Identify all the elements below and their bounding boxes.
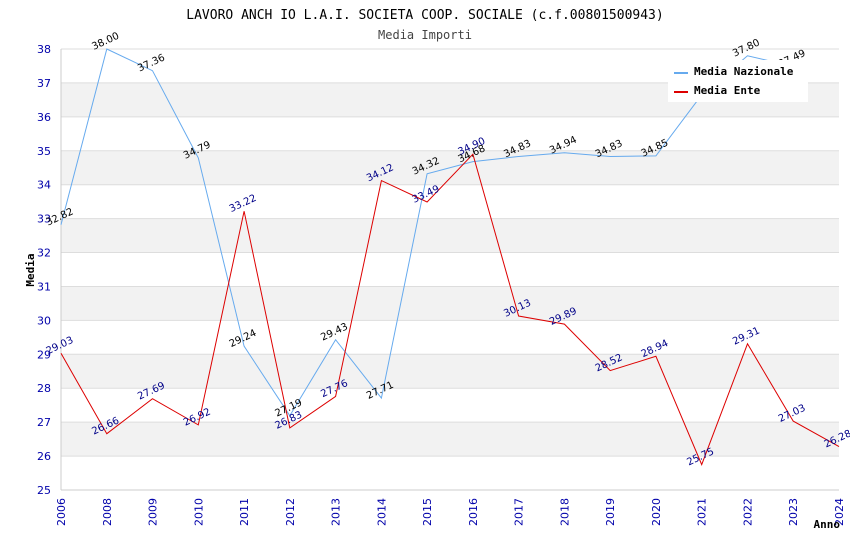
chart-subtitle: Media Importi — [378, 28, 472, 42]
x-tick-label: 2018 — [558, 498, 571, 526]
grid-band — [61, 286, 839, 321]
y-tick-label: 31 — [37, 280, 51, 293]
y-tick-label: 27 — [37, 416, 51, 429]
grid-band — [61, 218, 839, 253]
x-tick-label: 2016 — [467, 498, 480, 526]
data-label-ente: 33.22 — [228, 193, 259, 215]
y-tick-label: 36 — [37, 111, 51, 124]
grid-bands — [61, 82, 839, 457]
x-tick-label: 2014 — [375, 498, 388, 526]
data-label-ente: 33.49 — [411, 184, 442, 206]
x-tick-label: 2009 — [147, 498, 160, 526]
data-label-ente: 29.31 — [731, 325, 762, 347]
x-tick-label: 2024 — [833, 498, 846, 526]
x-tick-label: 2021 — [696, 498, 709, 526]
data-label-ente: 29.03 — [45, 335, 76, 357]
x-tick-label: 2010 — [192, 498, 205, 526]
grid-band — [61, 354, 839, 389]
grid-band — [61, 422, 839, 457]
y-axis-title: Media — [24, 253, 37, 286]
x-tick-label: 2012 — [284, 498, 297, 526]
legend: Media Nazionale Media Ente — [668, 60, 808, 102]
y-tick-label: 32 — [37, 247, 51, 260]
y-tick-label: 34 — [37, 179, 51, 192]
y-tick-label: 37 — [37, 77, 51, 90]
x-tick-label: 2023 — [787, 498, 800, 526]
x-tick-label: 2022 — [741, 498, 754, 526]
y-tick-label: 35 — [37, 145, 51, 158]
y-tick-label: 38 — [37, 43, 51, 56]
y-tick-label: 29 — [37, 348, 51, 361]
y-tick-label: 26 — [37, 450, 51, 463]
x-tick-labels: 2006 2008 2009 2010 2011 2012 2013 2014 2015 2016… — [55, 498, 846, 526]
x-tick-label: 2008 — [101, 498, 114, 526]
data-label-nazionale: 29.43 — [319, 321, 350, 343]
y-tick-labels: 25 26 27 28 29 30 31 32 33 34 35 36 37 38 — [37, 43, 51, 497]
y-tick-label: 25 — [37, 484, 51, 497]
y-tick-label: 33 — [37, 213, 51, 226]
y-tick-label: 30 — [37, 314, 51, 327]
grid-lines — [61, 48, 839, 491]
y-tick-label: 28 — [37, 382, 51, 395]
x-tick-label: 2019 — [604, 498, 617, 526]
series-line-media-nazionale — [60, 48, 794, 417]
x-tick-label: 2020 — [650, 498, 663, 526]
x-tick-label: 2015 — [421, 498, 434, 526]
legend-box — [668, 60, 808, 102]
x-tick-label: 2011 — [238, 498, 251, 526]
data-label-ente: 27.03 — [777, 403, 808, 425]
data-label-nazionale: 37.36 — [136, 52, 167, 74]
data-label-nazionale: 29.24 — [228, 328, 259, 350]
series-lines — [60, 48, 840, 466]
chart-title: LAVORO ANCH IO L.A.I. SOCIETA COOP. SOCI… — [186, 8, 663, 23]
x-axis-title: Anno — [814, 518, 841, 531]
legend-label-nazionale: Media Nazionale — [694, 65, 794, 78]
series-line-media-ente — [60, 153, 840, 466]
x-tick-label: 2017 — [513, 498, 526, 526]
x-tick-label: 2013 — [330, 498, 343, 526]
x-tick-label: 2006 — [55, 498, 68, 526]
legend-label-ente: Media Ente — [694, 84, 761, 97]
axes — [60, 49, 839, 491]
